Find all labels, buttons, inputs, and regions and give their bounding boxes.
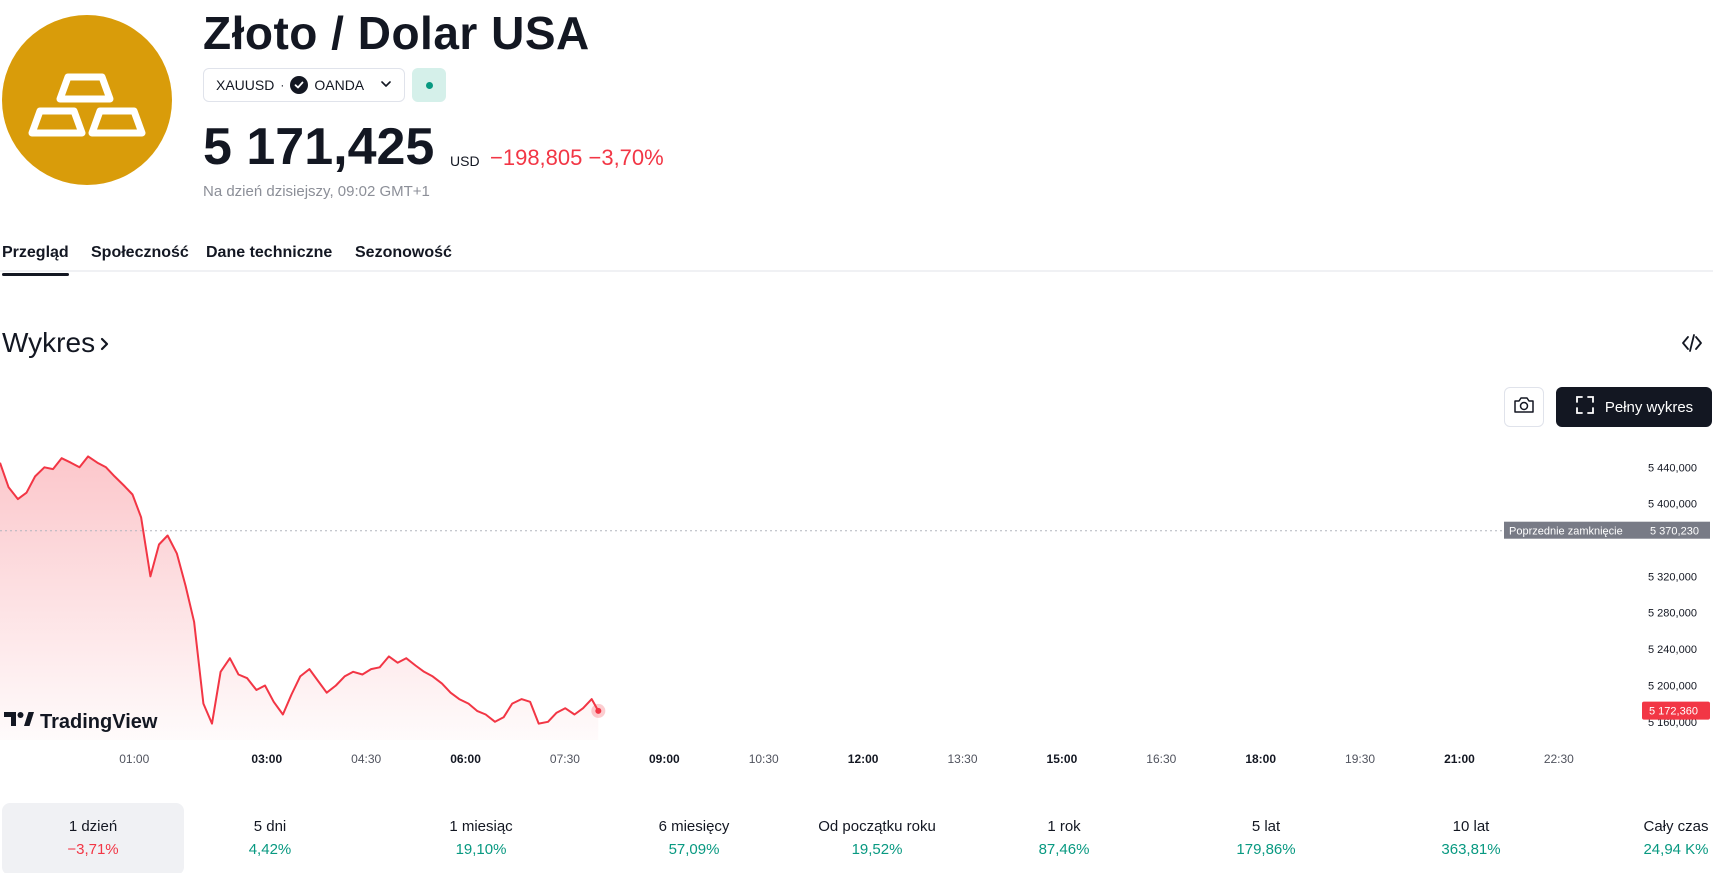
y-tick-label: 5 200,000: [1648, 680, 1697, 692]
camera-icon: [1513, 395, 1535, 420]
x-tick-label: 03:00: [251, 752, 282, 766]
range-button-7[interactable]: 10 lat 363,81%: [1380, 803, 1562, 873]
price-line: [0, 455, 600, 725]
x-tick-label: 13:30: [947, 752, 977, 766]
y-tick-label: 5 320,000: [1648, 571, 1697, 583]
last-point-marker: [595, 707, 602, 714]
x-tick-label: 16:30: [1146, 752, 1176, 766]
range-change-value: 19,10%: [455, 841, 507, 858]
range-label: 1 dzień: [68, 818, 118, 835]
market-open-dot-icon: [425, 81, 433, 89]
symbol-label: XAUUSD: [216, 77, 275, 93]
range-change-value: 179,86%: [1236, 841, 1296, 858]
range-change-value: 87,46%: [1038, 841, 1090, 858]
tab-technicals[interactable]: Dane techniczne: [206, 244, 333, 261]
tradingview-mark-icon: [4, 710, 34, 734]
last-price: 5 171,425: [203, 118, 435, 176]
verified-check-icon: [290, 76, 309, 94]
chevron-right-icon: [99, 327, 111, 359]
range-change-value: −3,71%: [67, 841, 119, 858]
embed-code-icon[interactable]: [1680, 331, 1704, 355]
range-label: Cały czas: [1643, 818, 1709, 835]
previous-close-label-bg: [1504, 521, 1644, 539]
range-label: 6 miesięcy: [658, 818, 730, 835]
currency-label: USD: [450, 153, 480, 169]
last-price-badge: 5 172,360: [1649, 706, 1698, 718]
chart-section-link[interactable]: Wykres: [2, 327, 111, 359]
range-button-8[interactable]: Cały czas 24,94 K%: [1585, 803, 1713, 873]
tradingview-logo: TradingView: [4, 710, 157, 734]
y-tick-label: 5 440,000: [1648, 462, 1697, 474]
range-button-0[interactable]: 1 dzień −3,71%: [2, 803, 184, 873]
y-tick-label: 5 240,000: [1648, 644, 1697, 656]
tab-community[interactable]: Społeczność: [91, 244, 189, 261]
x-tick-label: 15:00: [1047, 752, 1078, 766]
y-tick-label: 5 400,000: [1648, 499, 1697, 511]
range-change-value: 4,42%: [248, 841, 292, 858]
x-tick-label: 09:00: [649, 752, 680, 766]
range-change-value: 24,94 K%: [1643, 841, 1709, 858]
range-button-6[interactable]: 5 lat 179,86%: [1175, 803, 1357, 873]
gold-bars-icon: [2, 15, 172, 185]
x-tick-label: 01:00: [119, 752, 149, 766]
last-point-halo: [591, 703, 606, 718]
full-chart-label: Pełny wykres: [1604, 398, 1694, 416]
full-chart-button[interactable]: Pełny wykres: [1556, 387, 1712, 427]
y-tick-label: 5 280,000: [1648, 608, 1697, 620]
exchange-label: OANDA: [314, 77, 365, 93]
range-label: 1 rok: [1047, 818, 1081, 835]
x-tick-label: 10:30: [749, 752, 779, 766]
x-tick-label: 07:30: [550, 752, 580, 766]
range-change-value: 19,52%: [851, 841, 903, 858]
snapshot-button[interactable]: [1504, 387, 1544, 427]
price-change: −198,805 −3,70%: [490, 145, 664, 170]
range-label: 5 dni: [253, 818, 287, 835]
tab-bar: Przegląd Społeczność Dane techniczne Sez…: [0, 240, 1713, 276]
range-label: 1 miesiąc: [449, 818, 513, 835]
range-label: 10 lat: [1452, 818, 1490, 835]
last-price-badge-bg: [1642, 701, 1710, 720]
range-button-1[interactable]: 5 dni 4,42%: [179, 803, 361, 873]
range-button-4[interactable]: Od początku roku 19,52%: [786, 803, 968, 873]
range-button-3[interactable]: 6 miesięcy 57,09%: [603, 803, 785, 873]
chart-section-title: Wykres: [2, 327, 96, 358]
previous-close-value: 5 370,230: [1650, 526, 1699, 538]
x-tick-label: 18:00: [1245, 752, 1276, 766]
previous-close-value-bg: [1644, 521, 1710, 539]
price-timestamp: Na dzień dzisiejszy, 09:02 GMT+1: [203, 183, 430, 200]
x-tick-label: 06:00: [450, 752, 481, 766]
tab-seasonality[interactable]: Sezonowość: [355, 244, 452, 261]
x-tick-label: 22:30: [1544, 752, 1574, 766]
range-change-value: 363,81%: [1441, 841, 1501, 858]
x-tick-label: 12:00: [848, 752, 879, 766]
range-label: Od początku roku: [818, 818, 936, 835]
separator: ·: [280, 78, 285, 92]
instrument-title: Złoto / Dolar USA: [203, 7, 590, 59]
range-change-value: 57,09%: [668, 841, 720, 858]
previous-close-label: Poprzednie zamknięcie: [1509, 526, 1623, 538]
symbol-selector[interactable]: XAUUSD · OANDA: [203, 68, 405, 102]
range-button-5[interactable]: 1 rok 87,46%: [973, 803, 1155, 873]
chevron-down-icon: [380, 77, 392, 93]
tradingview-wordmark: TradingView: [40, 710, 158, 733]
x-tick-label: 19:30: [1345, 752, 1375, 766]
x-tick-label: 04:30: [351, 752, 381, 766]
market-status-badge[interactable]: [412, 68, 446, 102]
tab-overview[interactable]: Przegląd: [2, 244, 69, 276]
price-area-fill: [0, 456, 599, 740]
y-tick-label: 5 160,000: [1648, 717, 1697, 729]
range-label: 5 lat: [1251, 818, 1281, 835]
fullscreen-icon: [1575, 395, 1595, 419]
range-button-2[interactable]: 1 miesiąc 19,10%: [390, 803, 572, 873]
x-tick-label: 21:00: [1444, 752, 1475, 766]
